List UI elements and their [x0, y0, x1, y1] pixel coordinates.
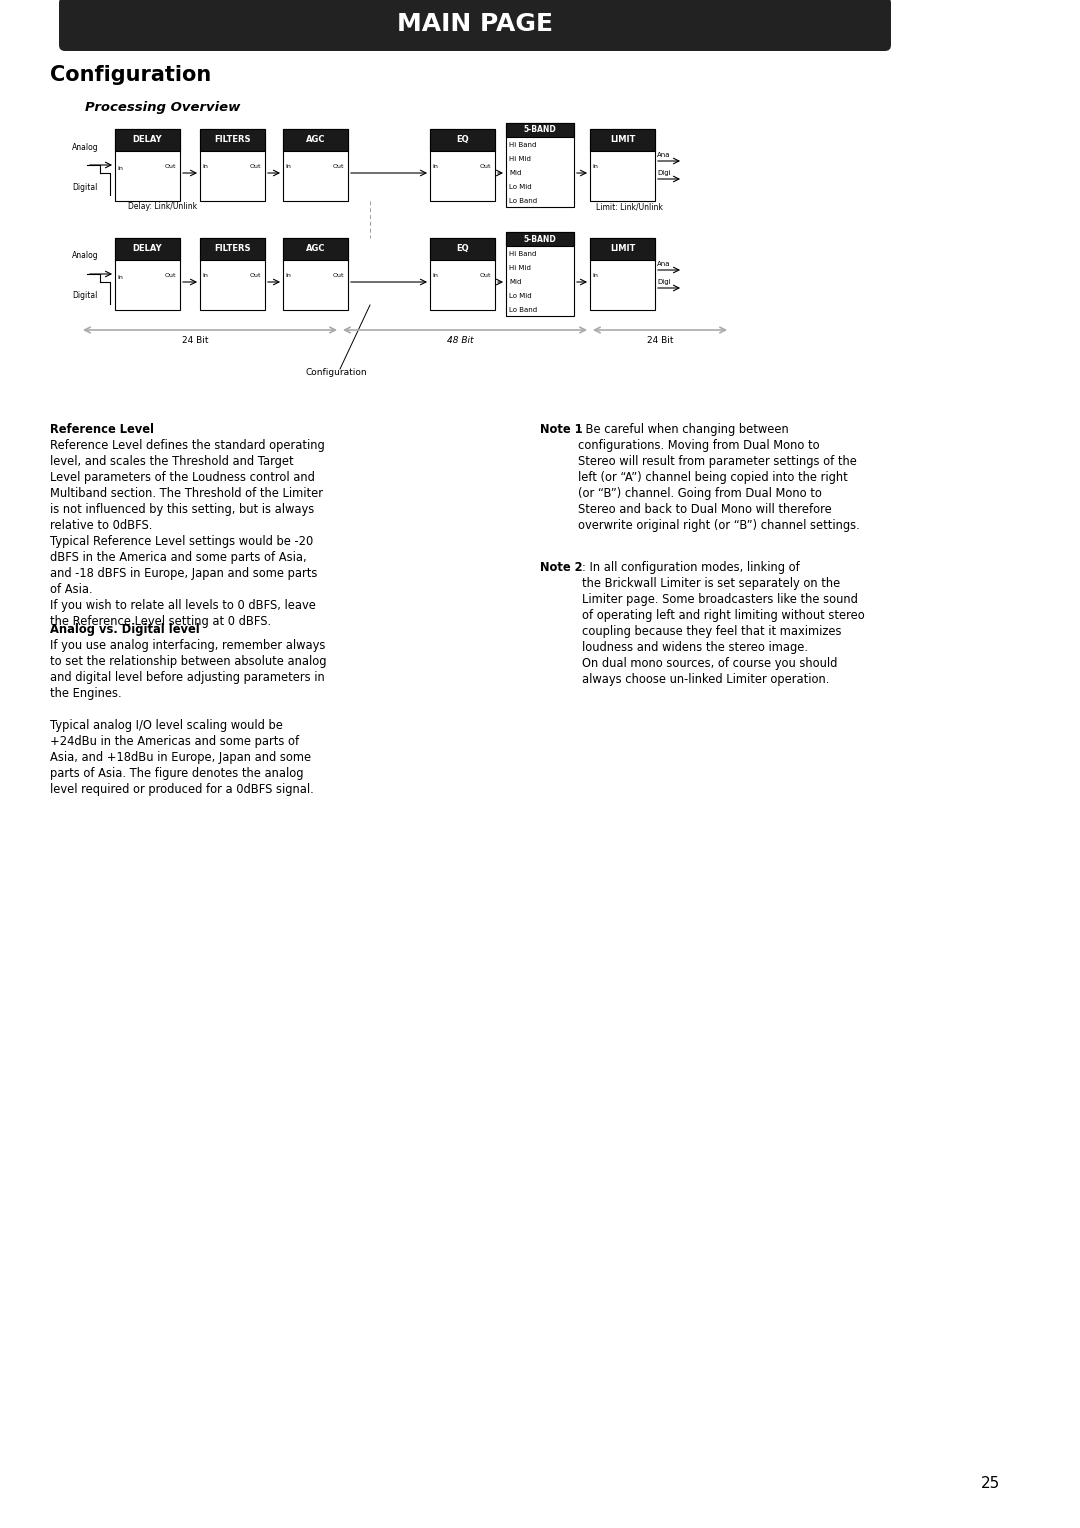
Text: AGC: AGC: [306, 244, 325, 254]
Text: FILTERS: FILTERS: [214, 136, 251, 144]
Text: AGC: AGC: [306, 136, 325, 144]
Bar: [507, 232, 573, 316]
Bar: [114, 128, 180, 202]
Bar: [114, 238, 180, 310]
Text: Mid: Mid: [509, 280, 522, 286]
Bar: [283, 128, 348, 151]
Text: Hi Band: Hi Band: [509, 252, 537, 257]
Text: Digi: Digi: [657, 170, 671, 176]
Bar: [200, 128, 265, 202]
Text: Hi Mid: Hi Mid: [509, 156, 531, 162]
Text: Hi Mid: Hi Mid: [509, 266, 531, 272]
Text: Processing Overview: Processing Overview: [85, 101, 241, 115]
Text: In: In: [202, 163, 207, 170]
Bar: [590, 238, 654, 310]
Bar: [114, 128, 180, 151]
Bar: [114, 238, 180, 260]
Text: DELAY: DELAY: [133, 136, 162, 144]
Text: In: In: [202, 274, 207, 278]
Text: EQ: EQ: [456, 136, 469, 144]
Text: LIMIT: LIMIT: [610, 136, 635, 144]
Text: Hi Band: Hi Band: [509, 142, 537, 148]
Text: Lo Mid: Lo Mid: [509, 185, 531, 191]
Text: DELAY: DELAY: [133, 244, 162, 254]
Text: Out: Out: [480, 163, 491, 170]
Text: In: In: [432, 163, 437, 170]
Text: FILTERS: FILTERS: [214, 244, 251, 254]
Text: If you use analog interfacing, remember always
to set the relationship between a: If you use analog interfacing, remember …: [50, 639, 326, 796]
Text: Configuration: Configuration: [50, 66, 212, 86]
Text: In: In: [117, 167, 123, 171]
Text: : In all configuration modes, linking of
the Brickwall Limiter is set separately: : In all configuration modes, linking of…: [582, 561, 865, 686]
Text: Analog vs. Digital level: Analog vs. Digital level: [50, 623, 200, 636]
Bar: [283, 128, 348, 202]
Text: Out: Out: [165, 163, 176, 170]
Text: In: In: [592, 163, 598, 170]
Text: Reference Level defines the standard operating
level, and scales the Threshold a: Reference Level defines the standard ope…: [50, 439, 325, 628]
Text: Out: Out: [333, 163, 345, 170]
Text: Reference Level: Reference Level: [50, 423, 154, 435]
Text: In: In: [592, 274, 598, 278]
Text: EQ: EQ: [456, 244, 469, 254]
Text: Ana: Ana: [657, 261, 671, 267]
Text: LIMIT: LIMIT: [610, 244, 635, 254]
FancyBboxPatch shape: [59, 0, 891, 50]
Bar: [590, 238, 654, 260]
Text: Analog: Analog: [72, 252, 98, 260]
Text: 48 Bit: 48 Bit: [447, 336, 473, 345]
Bar: [430, 128, 495, 151]
Text: Digital: Digital: [72, 292, 97, 301]
Text: In: In: [285, 274, 291, 278]
Text: 5-BAND: 5-BAND: [524, 125, 556, 134]
Bar: [200, 238, 265, 260]
Text: Note 2: Note 2: [540, 561, 582, 575]
Text: Digi: Digi: [657, 280, 671, 286]
Text: Mid: Mid: [509, 171, 522, 176]
Text: : Be careful when changing between
configurations. Moving from Dual Mono to
Ster: : Be careful when changing between confi…: [578, 423, 860, 532]
Bar: [430, 128, 495, 202]
Bar: [283, 238, 348, 310]
Text: 24 Bit: 24 Bit: [181, 336, 208, 345]
Text: Out: Out: [165, 274, 176, 278]
Bar: [430, 238, 495, 260]
Bar: [200, 238, 265, 310]
Bar: [430, 238, 495, 310]
Bar: [507, 122, 573, 138]
Text: Analog: Analog: [72, 142, 98, 151]
Bar: [590, 128, 654, 202]
Text: Lo Band: Lo Band: [509, 307, 537, 313]
Text: MAIN PAGE: MAIN PAGE: [397, 12, 553, 37]
Bar: [200, 128, 265, 151]
Text: In: In: [285, 163, 291, 170]
Text: Limit: Link/Unlink: Limit: Link/Unlink: [596, 202, 663, 211]
Text: In: In: [432, 274, 437, 278]
Text: Lo Mid: Lo Mid: [509, 293, 531, 299]
Text: Out: Out: [480, 274, 491, 278]
Text: Lo Band: Lo Band: [509, 199, 537, 205]
Text: Note 1: Note 1: [540, 423, 582, 435]
Text: 5-BAND: 5-BAND: [524, 234, 556, 243]
Bar: [283, 238, 348, 260]
Text: Ana: Ana: [657, 151, 671, 157]
Text: 25: 25: [981, 1476, 1000, 1490]
Text: Digital: Digital: [72, 182, 97, 191]
Text: Out: Out: [333, 274, 345, 278]
Text: Out: Out: [249, 163, 261, 170]
Text: Out: Out: [249, 274, 261, 278]
Bar: [590, 128, 654, 151]
Bar: [507, 122, 573, 206]
Text: In: In: [117, 275, 123, 280]
Text: Configuration: Configuration: [305, 368, 366, 377]
Text: Delay: Link/Unlink: Delay: Link/Unlink: [129, 202, 198, 211]
Bar: [507, 232, 573, 246]
Text: 24 Bit: 24 Bit: [647, 336, 673, 345]
